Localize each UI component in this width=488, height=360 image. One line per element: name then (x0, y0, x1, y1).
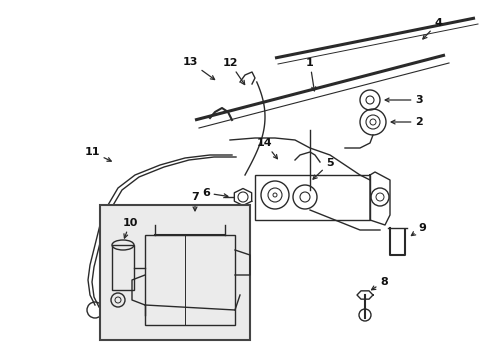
Text: 9: 9 (410, 223, 425, 235)
Text: 6: 6 (202, 188, 227, 198)
Bar (112, 245, 134, 290)
Bar (145, 235, 235, 325)
Text: 11: 11 (84, 147, 111, 161)
Text: 4: 4 (422, 18, 441, 39)
Text: 14: 14 (257, 138, 277, 159)
Text: 8: 8 (371, 277, 387, 290)
Text: 13: 13 (182, 57, 214, 80)
Text: 7: 7 (191, 192, 199, 211)
Bar (100, 205, 249, 340)
Text: 2: 2 (390, 117, 422, 127)
Bar (254, 175, 369, 220)
Text: 3: 3 (385, 95, 422, 105)
Text: 10: 10 (122, 218, 138, 238)
Text: 5: 5 (312, 158, 333, 179)
Text: 1: 1 (305, 58, 315, 91)
Text: 12: 12 (222, 58, 244, 85)
